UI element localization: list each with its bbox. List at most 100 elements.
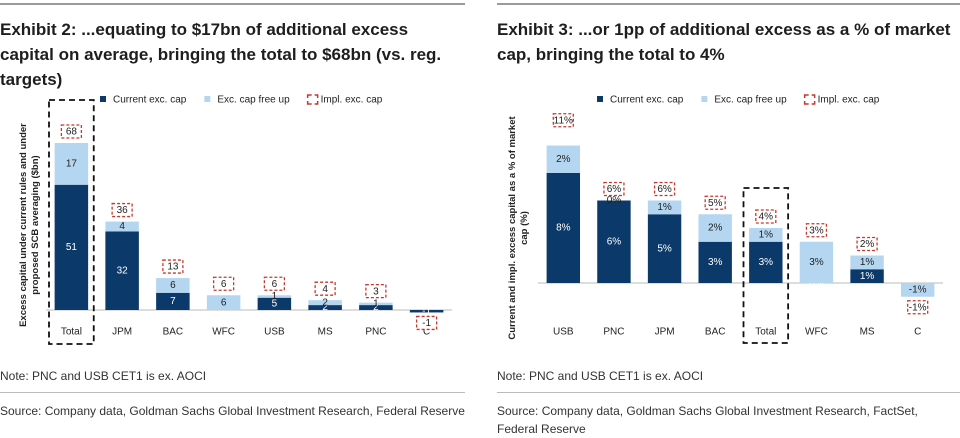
total-box: [907, 300, 929, 315]
segment-label: 5: [272, 299, 278, 310]
segment-label: 1: [373, 299, 379, 310]
segment-label: 2: [373, 302, 379, 313]
note: Note: PNC and USB CET1 is ex. AOCI: [497, 369, 704, 383]
bar-segment: [308, 305, 342, 310]
legend-swatch: [701, 96, 708, 102]
total-box: [603, 181, 625, 197]
segment-label: -1: [422, 306, 431, 317]
rule: [497, 392, 960, 393]
segment-label: 2%: [708, 223, 723, 234]
x-tick-label: BAC: [163, 327, 184, 338]
bar-segment: [900, 283, 935, 297]
total-box: [314, 281, 336, 296]
total-box: [415, 315, 438, 331]
highlight-frame: [742, 187, 790, 344]
bar-segment: [546, 173, 581, 283]
bar-segment: [156, 292, 190, 310]
total-box: [805, 223, 828, 238]
rule: [0, 3, 465, 5]
legend-swatch: [204, 96, 211, 102]
x-tick-label: PNC: [603, 327, 624, 338]
segment-label: 1: [272, 291, 278, 302]
legend-label: Impl. exc. cap: [321, 95, 383, 106]
total-label: 6: [272, 279, 278, 290]
segment-label: 17: [66, 159, 78, 170]
legend-label: Current exc. cap: [610, 95, 684, 106]
legend-swatch: [803, 94, 816, 105]
segment-label: 4: [119, 221, 125, 232]
segment-label: 3%: [708, 257, 723, 268]
rule: [0, 392, 465, 393]
total-box: [212, 276, 235, 291]
x-tick-label: C: [423, 327, 430, 338]
total-label: 6%: [657, 184, 672, 195]
segment-label: 2: [322, 302, 328, 313]
x-tick-label: USB: [553, 327, 574, 338]
segment-label: 3%: [759, 257, 774, 268]
bar-segment: [597, 200, 631, 283]
total-box: [263, 276, 286, 291]
bar-segment: [850, 269, 884, 283]
x-tick-label: PNC: [365, 327, 386, 338]
segment-label: 51: [66, 242, 78, 253]
x-tick-label: JPM: [655, 327, 675, 338]
bar-segment: [850, 255, 884, 270]
x-tick-label: Total: [61, 327, 82, 338]
total-label: 3%: [809, 225, 824, 236]
bar-segment: [647, 214, 682, 283]
x-tick-label: MS: [860, 327, 875, 338]
x-tick-label: JPM: [112, 327, 132, 338]
bar-segment: [546, 145, 581, 173]
total-label: 11%: [554, 115, 573, 126]
chart-title: Exhibit 2: ...equating to $17bn of addit…: [0, 20, 442, 89]
segment-label: 32: [117, 265, 129, 276]
total-label: 6: [221, 279, 227, 290]
legend-label: Impl. exc. cap: [818, 95, 880, 106]
bar-segment: [359, 302, 393, 306]
total-box: [552, 113, 574, 128]
total-label: -1: [422, 318, 431, 329]
total-label: 3: [373, 286, 379, 297]
bar-segment: [156, 278, 190, 293]
x-tick-label: C: [914, 327, 921, 338]
bar-segment: [409, 310, 444, 313]
total-box: [704, 195, 726, 210]
segment-label: -1%: [909, 285, 927, 296]
legend-swatch: [597, 96, 603, 102]
bar-segment: [698, 241, 732, 283]
segment-label: 2: [322, 297, 328, 308]
segment-label: 1%: [860, 271, 875, 282]
source: Source: Company data, Goldman Sachs Glob…: [497, 404, 918, 436]
highlight-frame: [48, 99, 95, 345]
bar-segment: [257, 297, 292, 310]
segment-label: 0%: [607, 195, 622, 206]
legend-label: Exc. cap free up: [217, 95, 290, 106]
x-tick-label: BAC: [705, 327, 726, 338]
segment-label: 6: [170, 280, 176, 291]
segment-label: 7: [170, 296, 176, 307]
total-label: 5%: [708, 198, 723, 209]
chart: Current exc. cap Exc. cap free up Impl. ex…: [46, 94, 452, 345]
total-box: [856, 236, 878, 252]
rule: [497, 3, 960, 5]
total-label: 4%: [759, 212, 774, 223]
panel: Exhibit 2: ...equating to $17bn of addit…: [0, 0, 465, 436]
chart: Current exc. cap Exc. cap free up Impl. ex…: [538, 94, 943, 344]
segment-label: 3%: [809, 257, 824, 268]
segment-label: 2%: [556, 154, 571, 165]
bar-segment: [799, 241, 834, 283]
bar-segment: [647, 200, 682, 215]
legend-swatch: [100, 96, 106, 102]
segment-label: 6%: [607, 236, 622, 247]
segment-label: 0%: [809, 278, 824, 289]
bar-segment: [749, 241, 783, 283]
legend-swatch: [306, 94, 319, 105]
segment-label: 1%: [759, 230, 774, 241]
total-label: 6%: [607, 184, 622, 195]
bar-segment: [749, 228, 783, 242]
segment-label: 1%: [657, 202, 672, 213]
legend-label: Current exc. cap: [113, 95, 187, 106]
total-label: 13: [167, 262, 179, 273]
bar-segment: [359, 305, 393, 310]
